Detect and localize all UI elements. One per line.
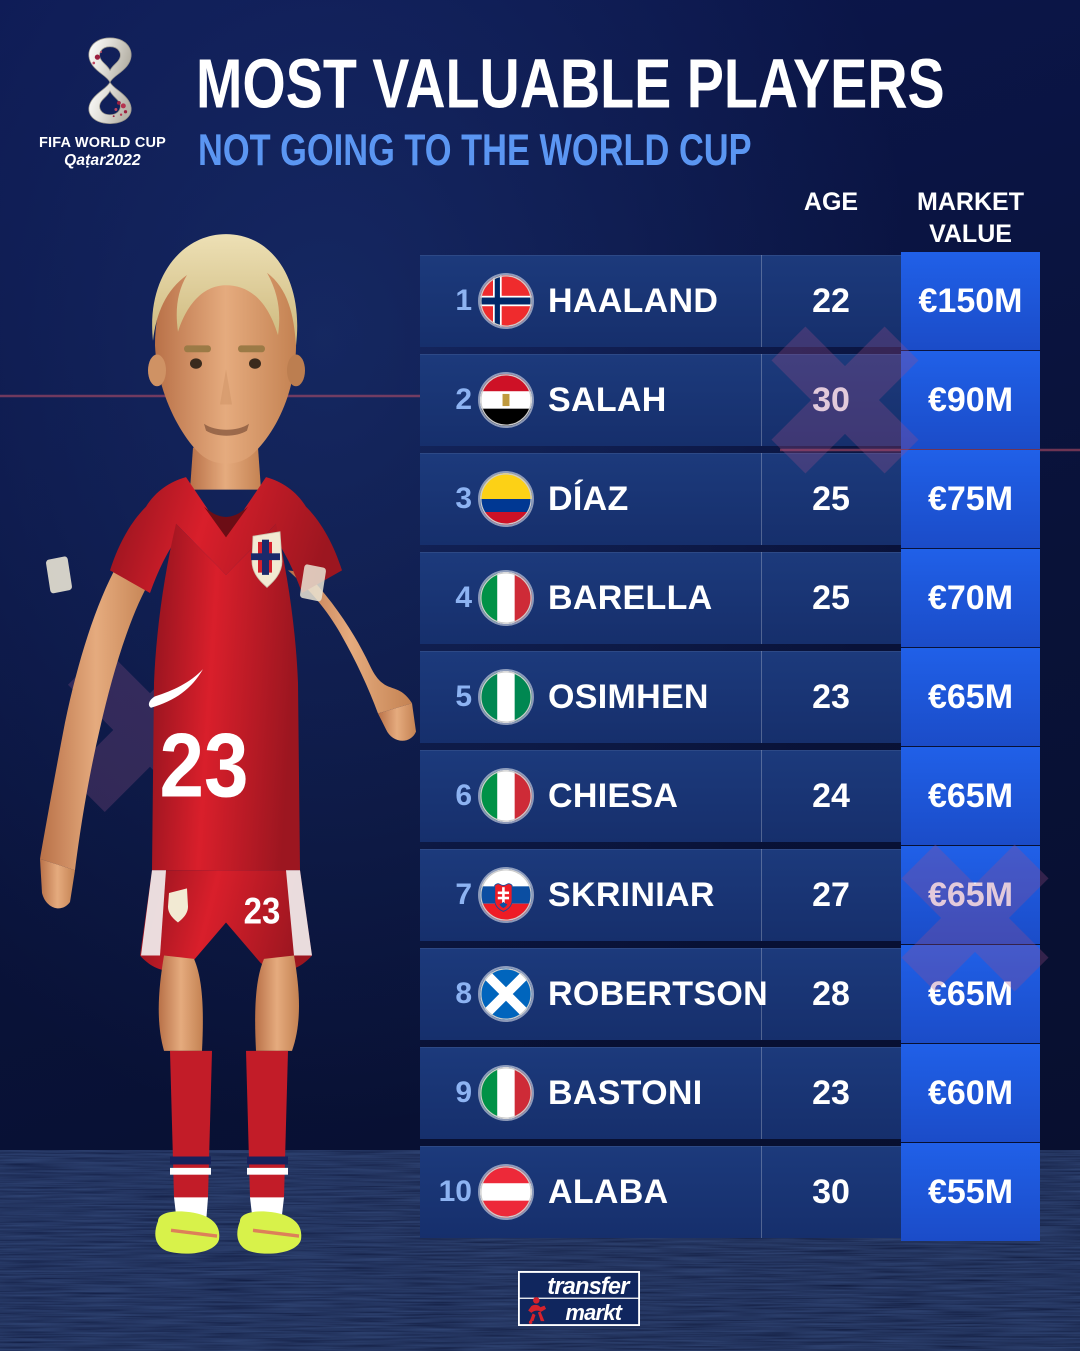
svg-text:23: 23 <box>160 715 249 817</box>
svg-text:markt: markt <box>565 1300 623 1325</box>
svg-text:transfer: transfer <box>547 1273 631 1299</box>
svg-text:23: 23 <box>244 891 281 932</box>
